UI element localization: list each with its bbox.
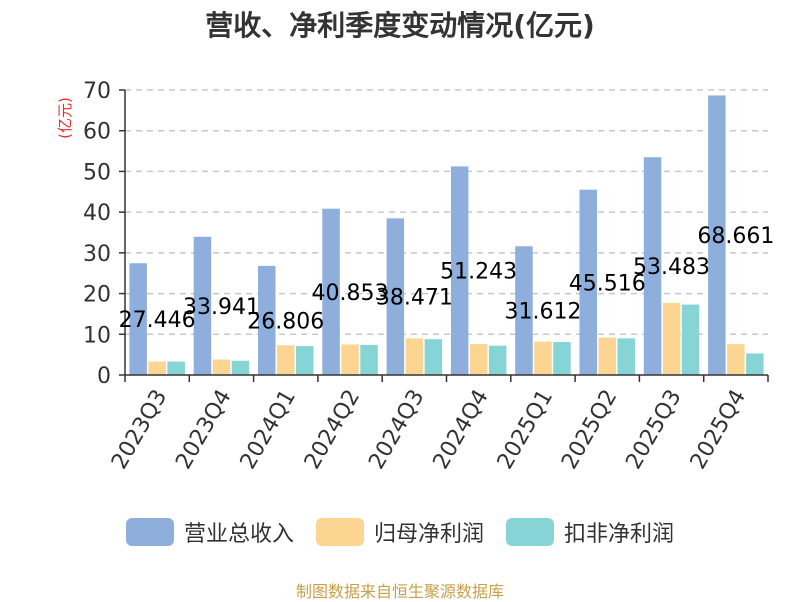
bar — [662, 302, 681, 375]
legend-label: 扣非净利润 — [564, 522, 675, 547]
bar — [167, 361, 185, 375]
bar — [469, 344, 488, 375]
data-label: 38.471 — [376, 286, 453, 311]
data-label: 40.853 — [312, 281, 389, 306]
x-tick-label: 2025Q3 — [621, 386, 686, 474]
bar — [617, 338, 635, 375]
x-tick-label: 2024Q3 — [364, 386, 429, 474]
bar — [277, 345, 295, 375]
data-label: 68.661 — [697, 224, 774, 249]
x-tick-label: 2024Q4 — [429, 386, 494, 474]
bar — [129, 263, 147, 375]
data-label: 26.806 — [247, 309, 324, 334]
bar — [296, 346, 314, 375]
x-tick-label: 2023Q4 — [171, 386, 236, 474]
x-tick-label: 2025Q1 — [493, 386, 558, 474]
legend-label: 营业总收入 — [183, 522, 294, 547]
bar — [405, 338, 424, 375]
bar — [727, 344, 745, 375]
x-tick-label: 2025Q2 — [557, 386, 622, 474]
bar — [322, 208, 340, 375]
x-tick-label: 2024Q1 — [236, 386, 301, 474]
y-tick-label: 0 — [97, 364, 111, 389]
source-note: 制图数据来自恒生聚源数据库 — [295, 582, 504, 601]
bar — [488, 345, 507, 375]
x-tick-label: 2023Q3 — [107, 386, 172, 474]
legend: 营业总收入 归母净利润 扣非净利润 — [0, 516, 800, 548]
y-axis-title: (亿元) — [56, 97, 74, 139]
bar — [534, 341, 552, 375]
y-tick-label: 10 — [83, 323, 111, 348]
y-tick-label: 40 — [83, 201, 111, 226]
data-label: 27.446 — [119, 308, 196, 333]
bar — [424, 339, 443, 375]
legend-item[interactable]: 归母净利润 — [315, 516, 484, 548]
bar — [360, 344, 378, 375]
bar — [515, 246, 533, 375]
y-tick-label: 60 — [83, 120, 111, 145]
chart-title: 营收、净利季度变动情况(亿元) — [205, 9, 595, 42]
legend-label: 归母净利润 — [373, 522, 484, 547]
x-tick-label: 2025Q4 — [686, 386, 751, 474]
data-label: 45.516 — [569, 271, 646, 296]
legend-item[interactable]: 扣非净利润 — [506, 516, 674, 548]
bar — [386, 218, 405, 375]
bar — [681, 304, 700, 375]
y-tick-label: 30 — [83, 242, 111, 267]
data-label: 51.243 — [440, 260, 517, 285]
y-tick-label: 20 — [83, 283, 111, 308]
bar — [579, 189, 597, 375]
bar — [746, 353, 764, 375]
bar — [231, 360, 250, 375]
legend-swatch — [315, 518, 364, 546]
bar — [708, 95, 726, 375]
bar — [193, 236, 212, 375]
bar — [598, 337, 616, 375]
x-tick-label: 2024Q2 — [300, 386, 365, 474]
bar — [450, 166, 469, 375]
legend-swatch — [506, 518, 554, 546]
y-tick-label: 70 — [83, 79, 111, 104]
bar — [643, 157, 662, 375]
bar — [258, 265, 276, 375]
bar — [212, 359, 231, 375]
legend-swatch — [125, 518, 174, 546]
bar — [341, 344, 359, 375]
bars — [129, 95, 764, 375]
grid-lines — [125, 89, 768, 336]
data-label: 31.612 — [504, 300, 581, 325]
bar — [553, 342, 571, 375]
bar — [148, 361, 166, 375]
y-tick-label: 50 — [83, 160, 111, 185]
data-label: 53.483 — [633, 255, 710, 280]
data-label: 33.941 — [183, 295, 260, 320]
legend-item[interactable]: 营业总收入 — [125, 516, 294, 548]
